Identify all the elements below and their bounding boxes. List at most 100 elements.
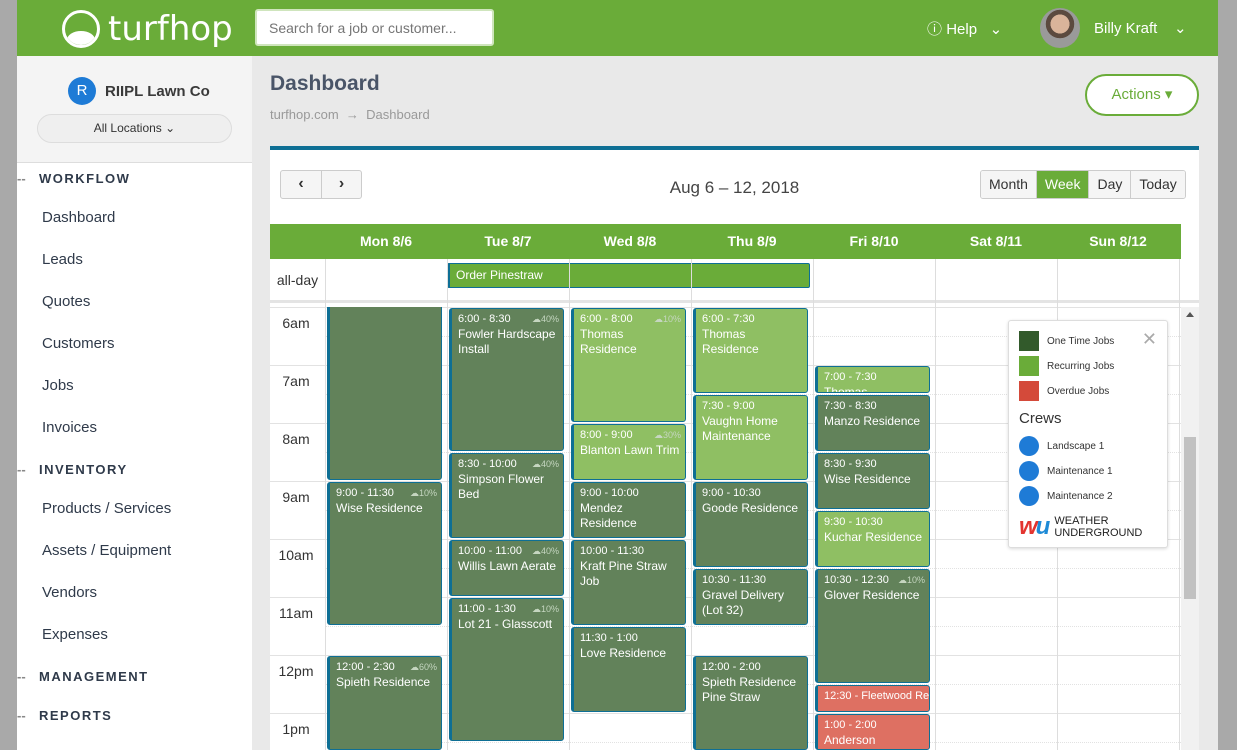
all-day-event[interactable]: Order Pinestraw: [447, 263, 810, 288]
crew-label: Maintenance 1: [1047, 465, 1113, 477]
breadcrumb: turfhop.com → Dashboard: [270, 107, 430, 122]
close-icon[interactable]: ✕: [1141, 329, 1157, 349]
event-title: Mendez Residence: [580, 501, 637, 530]
hour-line: [270, 481, 1181, 482]
calendar-event[interactable]: 9:30 - 10:30 Kuchar Residence: [815, 511, 930, 567]
sidebar-item-products-services[interactable]: Products / Services: [42, 500, 172, 517]
calendar-event[interactable]: 7:30 - 9:00 Vaughn Home Maintenance: [693, 395, 808, 480]
time-label: 1pm: [282, 721, 310, 737]
event-time: 10:30 - 12:30: [824, 574, 889, 586]
event-time: 1:00 - 2:00: [824, 719, 877, 731]
calendar-event[interactable]: 10:00 - 11:00 Willis Lawn Aerate ☁40%: [449, 540, 564, 596]
event-time: 10:30 - 11:30: [702, 574, 767, 586]
section-reports[interactable]: REPORTS: [17, 708, 112, 723]
view-switcher: Month Week Day Today: [980, 170, 1186, 199]
sidebar-item-assets-equipment[interactable]: Assets / Equipment: [42, 542, 172, 559]
sidebar-item-leads[interactable]: Leads: [42, 251, 83, 268]
time-label: 12pm: [278, 663, 314, 679]
sidebar-item-invoices[interactable]: Invoices: [42, 419, 98, 436]
user-name: Billy Kraft: [1094, 19, 1158, 37]
scrollbar[interactable]: [1181, 307, 1199, 750]
crew-color-icon: [1019, 461, 1039, 481]
wu-logo-icon: wu: [1019, 513, 1050, 540]
sidebar-item-dashboard[interactable]: Dashboard: [42, 209, 116, 226]
section-management[interactable]: MANAGEMENT: [17, 669, 149, 684]
org-avatar: R: [68, 77, 96, 105]
event-title: Kuchar Residence: [824, 530, 923, 544]
calendar-event[interactable]: 8:30 - 9:30 Wise Residence: [815, 453, 930, 509]
chevron-down-icon: ⌄: [989, 21, 1003, 38]
sidebar-item-quotes[interactable]: Quotes: [42, 293, 91, 310]
search-input[interactable]: [255, 9, 494, 46]
calendar-event[interactable]: 9:00 - 10:00 Mendez Residence: [571, 482, 686, 538]
crew-item[interactable]: Maintenance 1: [1019, 461, 1113, 481]
day-header: Fri 8/10: [849, 233, 899, 249]
calendar-event[interactable]: 6:00 - 8:30 Fowler Hardscape Install ☁40%: [449, 308, 564, 451]
right-gutter: [1218, 0, 1237, 750]
section-workflow[interactable]: WORKFLOW: [17, 171, 130, 186]
event-rain-chance: ☁30%: [654, 428, 681, 443]
calendar-event[interactable]: 12:00 - 2:30 Spieth Residence ☁60%: [327, 656, 442, 750]
event-title: Anderson Residence: [824, 733, 881, 749]
day-header: Wed 8/8: [603, 233, 657, 249]
calendar-event[interactable]: 7:00 - 7:30 Thomas: [815, 366, 930, 393]
all-day-label: all-day: [276, 272, 319, 288]
view-today-button[interactable]: Today: [1130, 171, 1185, 198]
crew-item[interactable]: Landscape 1: [1019, 436, 1104, 456]
event-rain-chance: ☁40%: [532, 457, 559, 472]
sidebar-item-customers[interactable]: Customers: [42, 335, 115, 352]
calendar-event[interactable]: 6:00 - 8:00 Thomas Residence ☁10%: [571, 308, 686, 422]
sidebar-item-jobs[interactable]: Jobs: [42, 377, 74, 394]
calendar-event[interactable]: 8:00 - 9:00 Blanton Lawn Trim ☁30%: [571, 424, 686, 480]
crew-color-icon: [1019, 486, 1039, 506]
section-inventory[interactable]: INVENTORY: [17, 462, 128, 477]
calendar-event[interactable]: 9:00 - 10:30 Goode Residence: [693, 482, 808, 567]
calendar-event[interactable]: 9:00 - 11:30 Wise Residence ☁10%: [327, 482, 442, 625]
location-select[interactable]: All Locations ⌄: [37, 114, 232, 143]
cloud-icon: ☁: [409, 488, 419, 498]
calendar-event[interactable]: 10:00 - 11:30 Kraft Pine Straw Job: [571, 540, 686, 625]
help-icon: ⓘ: [927, 21, 943, 38]
event-time: 12:00 - 2:30: [336, 661, 395, 673]
cloud-icon: ☁: [531, 604, 541, 614]
top-bar: turfhop ⓘ Help ⌄ Billy Kraft ⌄: [17, 0, 1218, 56]
scroll-thumb[interactable]: [1184, 437, 1196, 599]
breadcrumb-home[interactable]: turfhop.com: [270, 107, 339, 122]
calendar-event[interactable]: 12:00 - 2:00 Spieth Residence Pine Straw: [693, 656, 808, 750]
help-menu[interactable]: ⓘ Help ⌄: [927, 18, 1002, 39]
calendar-event[interactable]: 6:00 - 7:30 Thomas Residence: [693, 308, 808, 393]
event-time: 8:30 - 10:00: [458, 458, 517, 470]
event-title: Vaughn Home Maintenance: [702, 414, 778, 443]
column-divider: [1179, 259, 1180, 750]
sidebar-item-vendors[interactable]: Vendors: [42, 584, 98, 601]
calendar-event[interactable]: 12:30 - Fleetwood Residence: [815, 685, 930, 712]
calendar-event[interactable]: 10:30 - 11:30 Gravel Delivery (Lot 32): [693, 569, 808, 625]
calendar-event[interactable]: 7:30 - 8:30 Manzo Residence: [815, 395, 930, 451]
scroll-up-icon[interactable]: [1186, 312, 1194, 317]
rain-percent: 10%: [540, 604, 559, 614]
event-title: Wise Residence: [336, 501, 423, 515]
wu-brand: WEATHER UNDERGROUND: [1054, 515, 1143, 539]
view-month-button[interactable]: Month: [981, 171, 1036, 198]
calendar-event[interactable]: 11:30 - 1:00 Love Residence: [571, 627, 686, 712]
calendar-event[interactable]: 1:00 - 2:00 Anderson Residence: [815, 714, 930, 750]
next-week-button[interactable]: ›: [321, 171, 361, 198]
calendar-event[interactable]: 11:00 - 1:30 Lot 21 - Glasscott ☁10%: [449, 598, 564, 741]
legend-item: Overdue Jobs: [1019, 381, 1109, 401]
view-day-button[interactable]: Day: [1088, 171, 1131, 198]
actions-button[interactable]: Actions ▾: [1085, 74, 1199, 116]
column-divider: [691, 259, 692, 750]
brand-logo[interactable]: turfhop: [62, 9, 233, 49]
sidebar-item-expenses[interactable]: Expenses: [42, 626, 108, 643]
event-time: 9:00 - 11:30: [336, 487, 394, 499]
calendar-event[interactable]: 10:30 - 12:30 Glover Residence ☁10%: [815, 569, 930, 683]
brand-name: turfhop: [108, 9, 233, 49]
view-week-button[interactable]: Week: [1035, 171, 1089, 198]
prev-week-button[interactable]: ‹: [298, 175, 304, 192]
avatar: [1040, 8, 1080, 48]
event-time: 6:00 - 7:30: [702, 313, 755, 325]
calendar-event[interactable]: [327, 307, 442, 480]
crew-item[interactable]: Maintenance 2: [1019, 486, 1113, 506]
calendar-event[interactable]: 8:30 - 10:00 Simpson Flower Bed ☁40%: [449, 453, 564, 538]
user-menu[interactable]: Billy Kraft ⌄: [1040, 8, 1187, 48]
